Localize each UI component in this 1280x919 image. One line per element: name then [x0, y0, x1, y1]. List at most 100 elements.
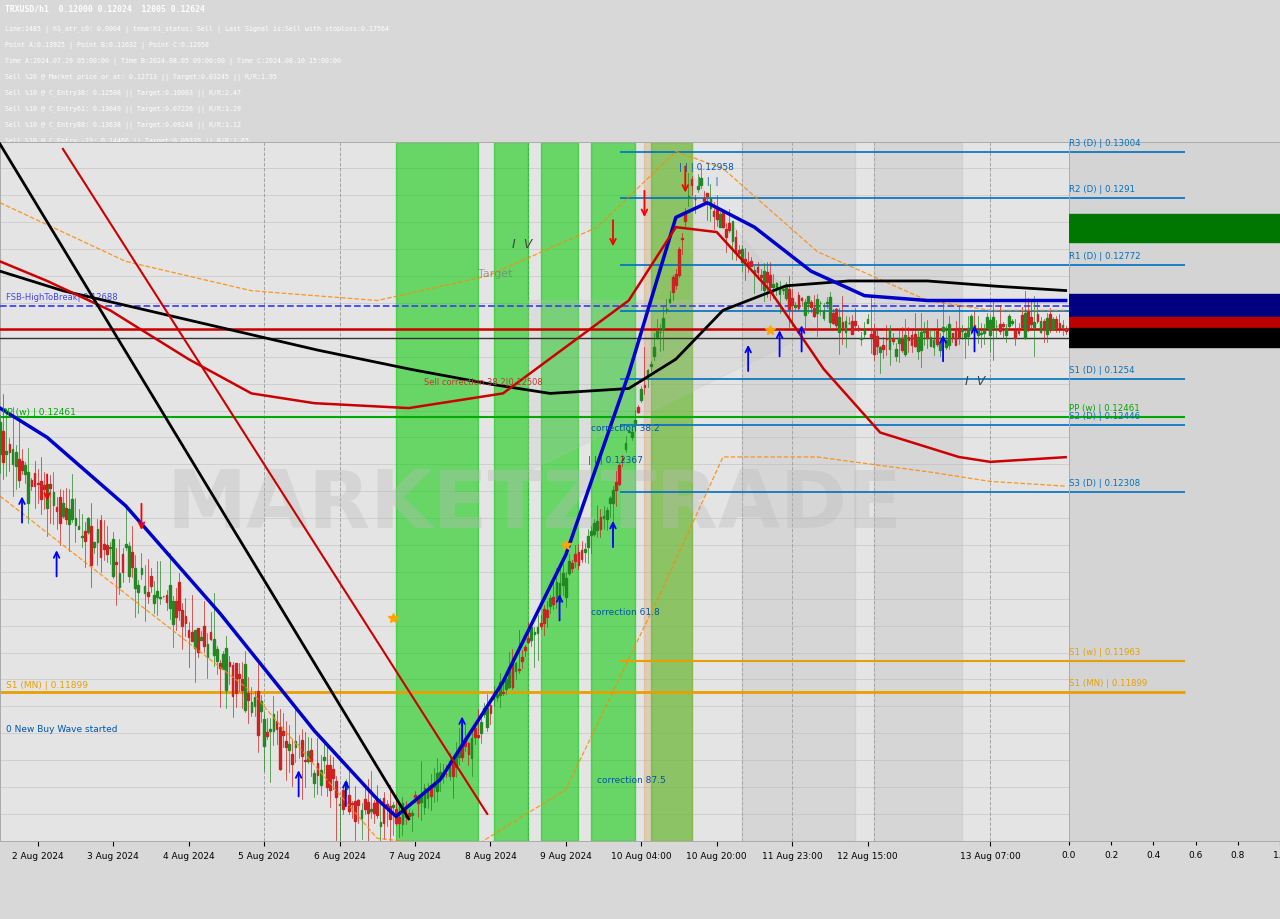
Bar: [564, 578, 567, 597]
Bar: [650, 365, 652, 367]
Bar: [888, 330, 891, 350]
Bar: [961, 331, 963, 332]
Text: R3 (D) | 0.13004: R3 (D) | 0.13004: [1069, 139, 1140, 148]
Bar: [980, 334, 982, 335]
Bar: [776, 284, 777, 289]
Bar: [285, 741, 287, 747]
Bar: [948, 325, 950, 346]
Text: Sell %10 @ C_Entry38: 0.12508 || Target:0.10003 || R/R:2.47: Sell %10 @ C_Entry38: 0.12508 || Target:…: [5, 90, 242, 97]
Bar: [778, 289, 781, 295]
Bar: [402, 803, 403, 824]
Bar: [936, 332, 938, 345]
Bar: [797, 296, 799, 309]
Bar: [430, 786, 431, 796]
Bar: [219, 664, 221, 668]
Bar: [364, 800, 366, 809]
Bar: [44, 486, 45, 489]
Bar: [115, 562, 118, 564]
Bar: [5, 451, 8, 455]
Bar: [634, 421, 636, 424]
Bar: [983, 331, 984, 334]
Bar: [223, 654, 224, 669]
Bar: [134, 568, 136, 588]
Bar: [992, 317, 995, 329]
Bar: [1065, 329, 1066, 331]
Bar: [767, 273, 768, 283]
Bar: [870, 335, 872, 337]
Text: Sell %10 @ C_Entry61: 0.13049 || Target:0.07226 || R/R:1.29: Sell %10 @ C_Entry61: 0.13049 || Target:…: [5, 106, 242, 113]
Bar: [1033, 323, 1036, 328]
Bar: [998, 324, 1001, 332]
Bar: [273, 715, 274, 731]
Bar: [379, 822, 381, 825]
Bar: [631, 433, 632, 437]
Text: Sell correction 38.2|0.12508: Sell correction 38.2|0.12508: [425, 377, 543, 386]
Bar: [449, 761, 451, 776]
Bar: [143, 586, 146, 593]
Bar: [316, 764, 319, 775]
Bar: [968, 328, 969, 337]
Bar: [396, 810, 397, 823]
Bar: [678, 250, 680, 276]
Bar: [527, 638, 529, 642]
Bar: [314, 773, 315, 783]
Bar: [553, 597, 554, 605]
Text: | | | 0.12367: | | | 0.12367: [588, 456, 643, 464]
Bar: [131, 552, 133, 568]
Bar: [339, 804, 340, 805]
Bar: [1009, 317, 1010, 326]
Bar: [892, 338, 893, 342]
Bar: [877, 337, 878, 346]
Bar: [804, 303, 805, 316]
Bar: [458, 747, 460, 757]
Bar: [668, 300, 671, 303]
Bar: [914, 335, 915, 346]
Bar: [52, 492, 54, 505]
Text: 0.12624: 0.12624: [1073, 334, 1107, 343]
Bar: [964, 334, 966, 338]
Bar: [374, 803, 375, 813]
Bar: [102, 544, 105, 550]
Bar: [68, 510, 70, 525]
Bar: [253, 697, 256, 707]
Bar: [307, 751, 308, 761]
Bar: [461, 743, 463, 757]
Bar: [946, 341, 947, 347]
Bar: [795, 305, 796, 308]
Bar: [549, 598, 550, 607]
Bar: [977, 330, 978, 336]
Bar: [241, 679, 243, 690]
Bar: [452, 762, 453, 777]
Bar: [530, 628, 532, 641]
Text: Sell %20 @ C_Entry -88: 0.15957 || Target:0.10665 || R/R:1.29: Sell %20 @ C_Entry -88: 0.15957 || Targe…: [5, 171, 250, 177]
Bar: [882, 346, 884, 349]
Bar: [653, 347, 654, 357]
Text: PP (w) | 0.12461: PP (w) | 0.12461: [1069, 404, 1139, 413]
Text: TRXUSD/h1  0.12000 0.12024  12005 0.12624: TRXUSD/h1 0.12000 0.12024 12005 0.12624: [5, 5, 205, 13]
Bar: [854, 322, 856, 325]
Text: Point A:0.13925 | Point B:0.11632 | Point C:0.12958: Point A:0.13925 | Point B:0.11632 | Poin…: [5, 41, 210, 49]
Bar: [326, 766, 328, 788]
Text: S1 (w) | 0.11963: S1 (w) | 0.11963: [1069, 647, 1140, 656]
Bar: [59, 498, 60, 524]
Bar: [703, 199, 705, 201]
Bar: [657, 331, 658, 337]
Bar: [901, 338, 904, 350]
Bar: [571, 563, 573, 569]
Bar: [750, 262, 753, 267]
Bar: [905, 336, 906, 355]
Bar: [515, 664, 516, 672]
Bar: [1027, 311, 1029, 330]
Bar: [113, 539, 114, 576]
Bar: [955, 330, 956, 346]
Text: Sell %10 @ C_Entry88: 0.13638 || Target:0.09248 || R/R:1.12: Sell %10 @ C_Entry88: 0.13638 || Target:…: [5, 122, 242, 130]
Bar: [65, 508, 67, 519]
Bar: [974, 325, 975, 328]
Bar: [908, 338, 909, 340]
Bar: [1005, 329, 1007, 335]
Bar: [247, 693, 250, 700]
Bar: [72, 499, 73, 520]
Bar: [323, 757, 325, 760]
Bar: [100, 520, 101, 558]
Bar: [84, 531, 86, 541]
